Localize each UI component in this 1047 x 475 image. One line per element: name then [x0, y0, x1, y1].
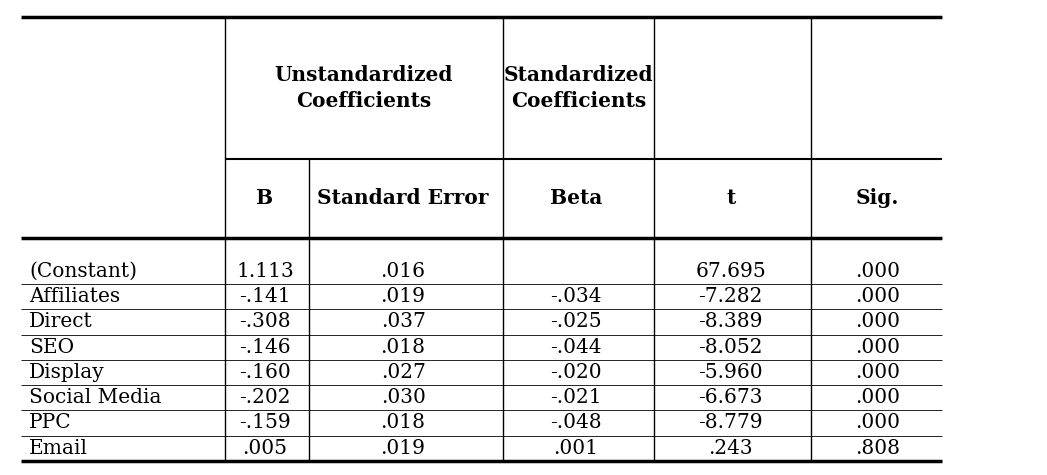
Text: -.159: -.159 [239, 413, 291, 432]
Text: Affiliates: Affiliates [29, 287, 120, 306]
Text: Direct: Direct [29, 313, 93, 332]
Text: -.146: -.146 [239, 338, 291, 357]
Text: -.308: -.308 [239, 313, 291, 332]
Text: Sig.: Sig. [855, 188, 899, 209]
Text: -7.282: -7.282 [698, 287, 763, 306]
Text: .000: .000 [855, 388, 899, 407]
Text: -.034: -.034 [550, 287, 602, 306]
Text: PPC: PPC [29, 413, 72, 432]
Text: .005: .005 [243, 438, 287, 457]
Text: Standardized
Coefficients: Standardized Coefficients [504, 65, 653, 111]
Text: -8.779: -8.779 [698, 413, 763, 432]
Text: (Constant): (Constant) [29, 262, 137, 281]
Text: -.025: -.025 [550, 313, 602, 332]
Text: Beta: Beta [550, 188, 602, 209]
Text: .027: .027 [381, 363, 425, 382]
Text: .243: .243 [709, 438, 753, 457]
Text: -6.673: -6.673 [698, 388, 763, 407]
Text: .037: .037 [381, 313, 425, 332]
Text: .808: .808 [855, 438, 899, 457]
Text: .000: .000 [855, 413, 899, 432]
Text: Display: Display [29, 363, 105, 382]
Text: B: B [257, 188, 273, 209]
Text: .018: .018 [381, 338, 425, 357]
Text: .016: .016 [381, 262, 425, 281]
Text: .019: .019 [381, 438, 425, 457]
Text: .000: .000 [855, 338, 899, 357]
Text: -.160: -.160 [239, 363, 291, 382]
Text: .000: .000 [855, 262, 899, 281]
Text: .000: .000 [855, 313, 899, 332]
Text: Standard Error: Standard Error [317, 188, 489, 209]
Text: -8.389: -8.389 [698, 313, 763, 332]
Text: -.021: -.021 [550, 388, 602, 407]
Text: .000: .000 [855, 287, 899, 306]
Text: .030: .030 [381, 388, 425, 407]
Text: Email: Email [29, 438, 88, 457]
Text: 1.113: 1.113 [236, 262, 294, 281]
Text: t: t [727, 188, 735, 209]
Text: .018: .018 [381, 413, 425, 432]
Text: -.044: -.044 [550, 338, 602, 357]
Text: SEO: SEO [29, 338, 74, 357]
Text: .001: .001 [554, 438, 598, 457]
Text: Unstandardized
Coefficients: Unstandardized Coefficients [274, 65, 453, 111]
Text: -.048: -.048 [550, 413, 602, 432]
Text: -8.052: -8.052 [698, 338, 763, 357]
Text: 67.695: 67.695 [695, 262, 766, 281]
Text: .019: .019 [381, 287, 425, 306]
Text: .000: .000 [855, 363, 899, 382]
Text: -.202: -.202 [239, 388, 291, 407]
Text: -.141: -.141 [239, 287, 291, 306]
Text: -.020: -.020 [550, 363, 602, 382]
Text: Social Media: Social Media [29, 388, 162, 407]
Text: -5.960: -5.960 [698, 363, 763, 382]
